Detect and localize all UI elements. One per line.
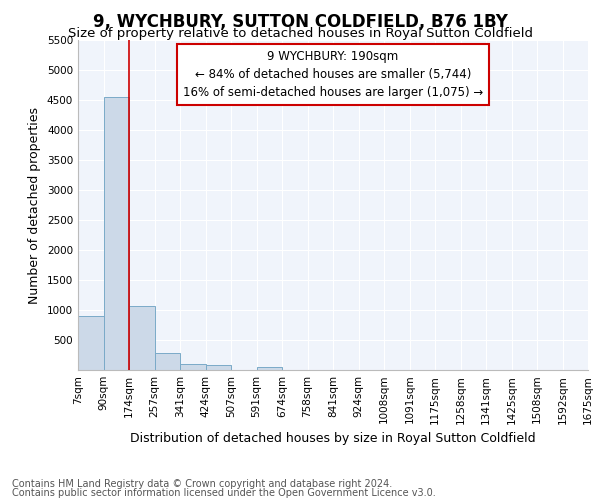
Bar xyxy=(104,97,129,370)
Text: 9, WYCHBURY, SUTTON COLDFIELD, B76 1BY: 9, WYCHBURY, SUTTON COLDFIELD, B76 1BY xyxy=(92,12,508,30)
Text: Contains HM Land Registry data © Crown copyright and database right 2024.: Contains HM Land Registry data © Crown c… xyxy=(12,479,392,489)
Y-axis label: Number of detached properties: Number of detached properties xyxy=(28,106,41,304)
Bar xyxy=(78,316,104,370)
Bar xyxy=(155,352,180,370)
Text: Contains public sector information licensed under the Open Government Licence v3: Contains public sector information licen… xyxy=(12,488,436,498)
Bar xyxy=(129,306,155,370)
Bar xyxy=(180,364,205,370)
Bar xyxy=(205,364,231,370)
X-axis label: Distribution of detached houses by size in Royal Sutton Coldfield: Distribution of detached houses by size … xyxy=(130,432,536,445)
Bar xyxy=(257,367,282,370)
Text: 9 WYCHBURY: 190sqm
← 84% of detached houses are smaller (5,744)
16% of semi-deta: 9 WYCHBURY: 190sqm ← 84% of detached hou… xyxy=(183,50,483,99)
Text: Size of property relative to detached houses in Royal Sutton Coldfield: Size of property relative to detached ho… xyxy=(67,28,533,40)
